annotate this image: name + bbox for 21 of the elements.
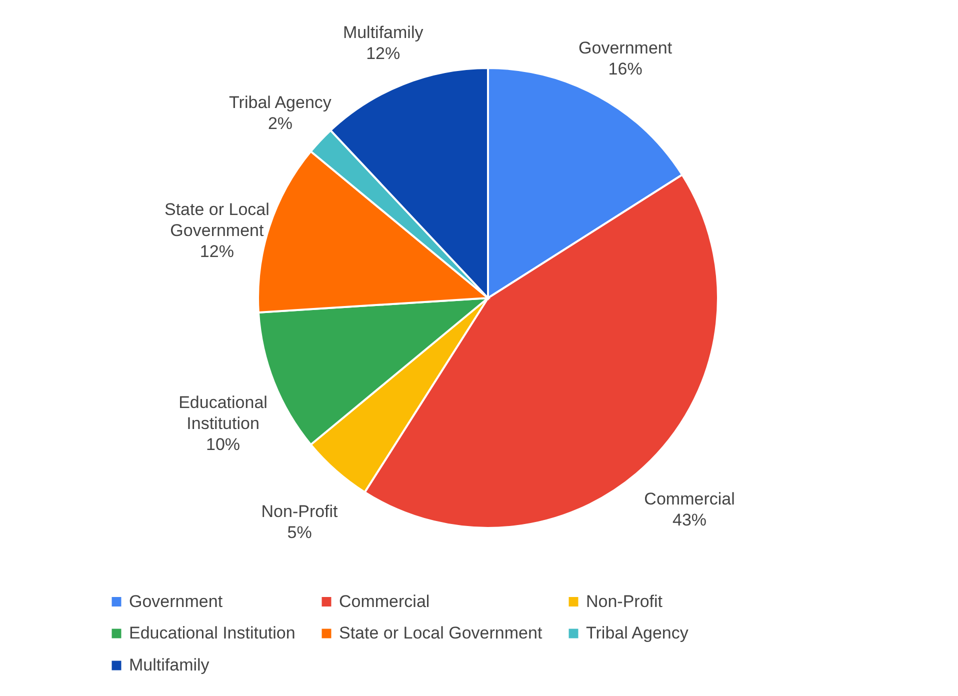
data-label: 10% bbox=[206, 434, 240, 454]
data-label: 16% bbox=[608, 59, 642, 78]
slice-label: Tribal Agency bbox=[229, 92, 332, 112]
legend-label: Non-Profit bbox=[586, 592, 663, 611]
legend-label: Tribal Agency bbox=[586, 624, 689, 642]
slice-label: Multifamily bbox=[342, 23, 424, 42]
legend-label: Multifamily bbox=[129, 656, 210, 674]
data-label: 2% bbox=[268, 114, 293, 133]
data-label: 12% bbox=[366, 44, 400, 64]
slice-label: Commercial bbox=[644, 490, 735, 509]
slice-label: Government bbox=[578, 38, 672, 58]
legend-label: Educational Institution bbox=[129, 624, 296, 642]
legend-label: Government bbox=[129, 592, 223, 611]
data-label: 43% bbox=[672, 510, 707, 530]
data-label: 5% bbox=[287, 522, 312, 542]
slice-label: Non-Profit bbox=[261, 502, 338, 521]
slice-label: Educational Institution bbox=[178, 392, 268, 433]
data-label: 12% bbox=[200, 242, 234, 261]
legend-label: State or Local Government bbox=[339, 624, 542, 642]
legend-label: Commercial bbox=[339, 592, 430, 611]
slice-label: State or Local Government bbox=[164, 200, 270, 240]
